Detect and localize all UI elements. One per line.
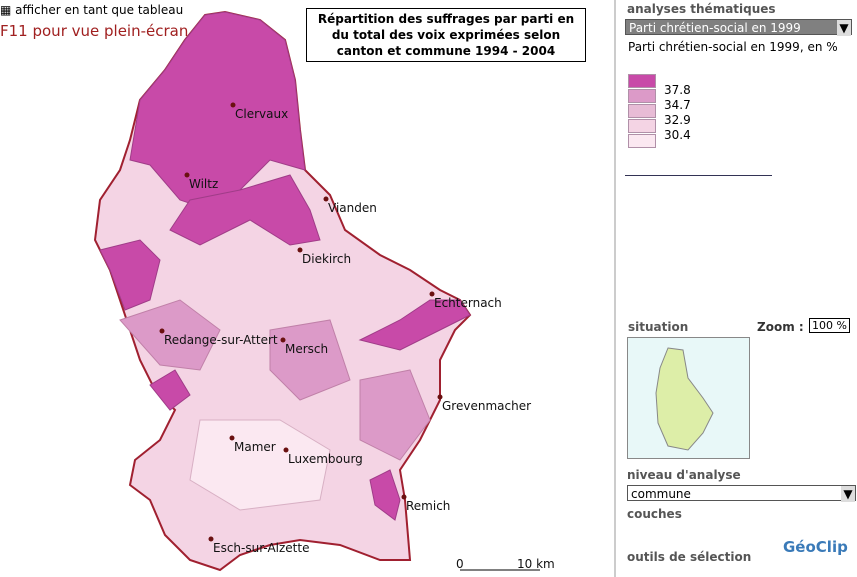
zoom-label: Zoom : bbox=[757, 320, 804, 334]
region-dark bbox=[99, 239, 161, 311]
region-mid bbox=[269, 319, 351, 401]
layers-heading: couches bbox=[627, 507, 682, 521]
zoom-value[interactable]: 100 % bbox=[809, 318, 850, 333]
region-light bbox=[189, 419, 331, 511]
region-dark bbox=[369, 469, 401, 521]
scale-start: 0 bbox=[456, 557, 464, 571]
place-label: Mersch bbox=[285, 342, 328, 356]
title-line: canton et commune 1994 - 2004 bbox=[336, 44, 556, 58]
place-dot bbox=[297, 247, 303, 253]
legend-swatch bbox=[628, 104, 656, 118]
region-dark bbox=[358, 299, 471, 351]
title-line: Répartition des suffrages par parti en bbox=[317, 12, 575, 26]
table-link[interactable]: ▦ afficher en tant que tableau bbox=[0, 3, 184, 17]
legend-break: 32.9 bbox=[664, 113, 691, 127]
place-dot bbox=[229, 435, 235, 441]
legend-swatch bbox=[628, 134, 656, 148]
analyses-heading: analyses thématiques bbox=[627, 2, 776, 16]
place-dot bbox=[208, 536, 214, 542]
place-dot bbox=[184, 172, 190, 178]
region-mid bbox=[359, 369, 431, 461]
map-title: Répartition des suffrages par parti en du… bbox=[306, 8, 586, 62]
place-dot bbox=[230, 102, 236, 108]
place-label: Remich bbox=[406, 499, 450, 513]
place-label: Diekirch bbox=[302, 252, 351, 266]
title-line: du total des voix exprimées selon bbox=[331, 28, 561, 42]
place-label: Mamer bbox=[234, 440, 276, 454]
place-dot bbox=[429, 291, 435, 297]
slider[interactable] bbox=[625, 175, 772, 176]
place-label: Echternach bbox=[434, 296, 502, 310]
place-dot bbox=[280, 337, 286, 343]
situation-heading: situation bbox=[628, 320, 689, 334]
place-label: Luxembourg bbox=[288, 452, 363, 466]
table-link-text[interactable]: afficher en tant que tableau bbox=[15, 3, 184, 17]
legend-break: 34.7 bbox=[664, 98, 691, 112]
place-label: Grevenmacher bbox=[442, 399, 531, 413]
place-label: Vianden bbox=[328, 201, 377, 215]
place-dot bbox=[437, 394, 443, 400]
place-dot bbox=[283, 447, 289, 453]
legend-title: Parti chrétien-social en 1999, en % bbox=[628, 40, 838, 54]
level-select[interactable]: commune ▼ bbox=[627, 485, 856, 502]
legend-break: 37.8 bbox=[664, 83, 691, 97]
map: Clervaux Wiltz Vianden Diekirch Echternach Re… bbox=[93, 10, 555, 572]
legend-break: 30.4 bbox=[664, 128, 691, 142]
legend-swatch bbox=[628, 119, 656, 133]
region-dark bbox=[169, 174, 321, 246]
region-mid bbox=[119, 299, 221, 371]
place-label: Clervaux bbox=[235, 107, 288, 121]
selection-heading: outils de sélection bbox=[627, 550, 752, 564]
fullscreen-hint: F11 pour vue plein-écran bbox=[0, 22, 189, 40]
legend-swatch bbox=[628, 74, 656, 88]
place-dot bbox=[323, 196, 329, 202]
level-value[interactable]: commune bbox=[631, 487, 691, 501]
situation-map bbox=[627, 337, 750, 459]
region-dark bbox=[149, 369, 191, 411]
level-heading: niveau d'analyse bbox=[627, 468, 741, 482]
place-label: Redange-sur-Attert bbox=[164, 333, 278, 347]
logo: GéoClip bbox=[783, 538, 848, 556]
indicator-select[interactable]: Parti chrétien-social en 1999 ▼ bbox=[625, 19, 852, 36]
place-label: Wiltz bbox=[189, 177, 218, 191]
divider bbox=[614, 0, 616, 577]
place-label: Esch-sur-Alzette bbox=[213, 541, 309, 555]
place-dot bbox=[401, 494, 407, 500]
indicator-value[interactable]: Parti chrétien-social en 1999 bbox=[629, 21, 801, 35]
legend-swatch bbox=[628, 89, 656, 103]
scale-end: 10 km bbox=[517, 557, 555, 571]
place-dot bbox=[159, 328, 165, 334]
